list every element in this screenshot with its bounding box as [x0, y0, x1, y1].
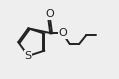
Text: S: S [25, 51, 32, 61]
Text: O: O [58, 28, 67, 38]
Text: O: O [45, 9, 54, 19]
